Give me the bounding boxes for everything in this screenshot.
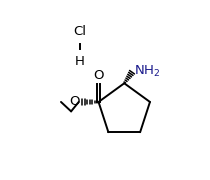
Text: NH$_2$: NH$_2$ <box>134 64 160 79</box>
Text: Cl: Cl <box>74 25 86 38</box>
Text: H: H <box>75 55 85 68</box>
Text: O: O <box>70 95 80 109</box>
Text: O: O <box>93 69 104 82</box>
